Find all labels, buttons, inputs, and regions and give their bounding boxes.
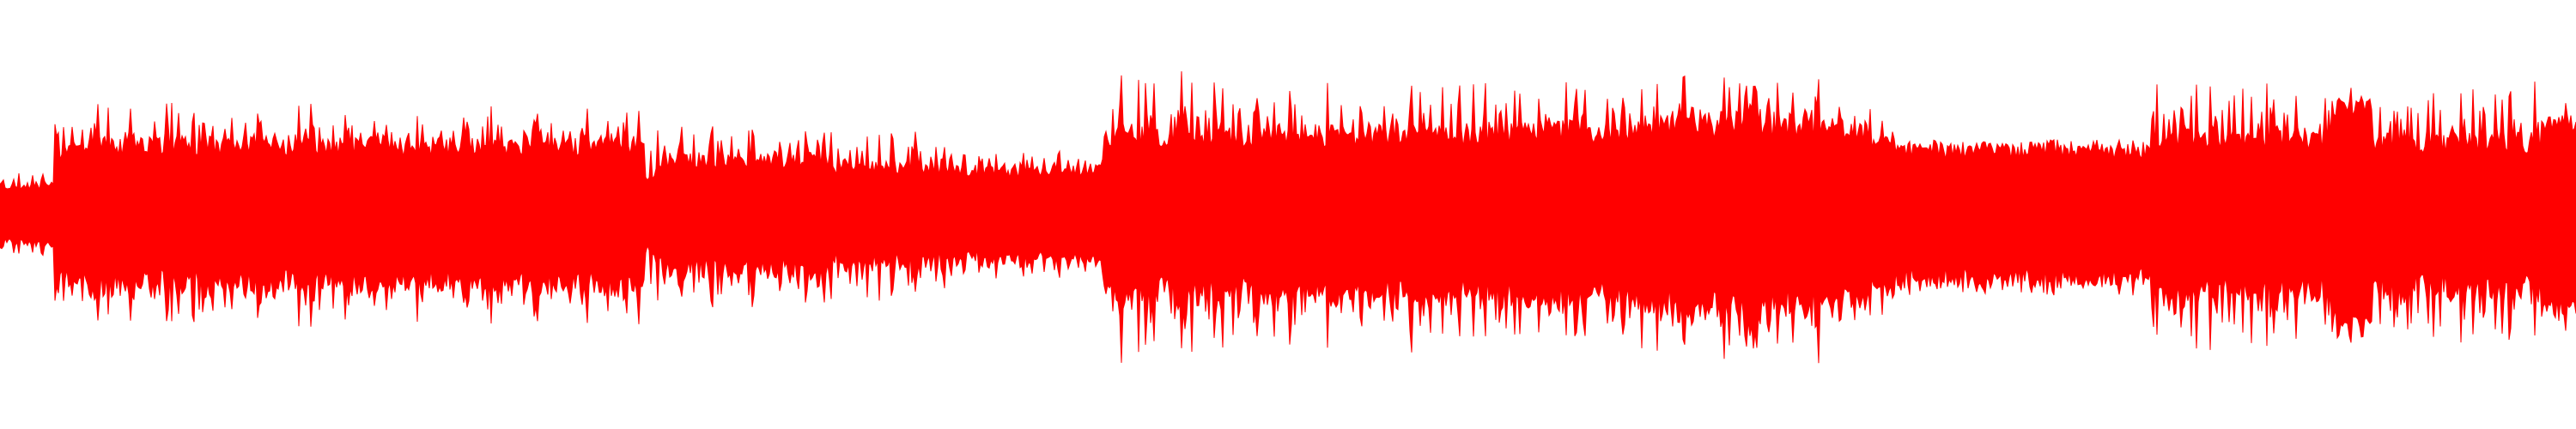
waveform-envelope (0, 71, 2576, 364)
